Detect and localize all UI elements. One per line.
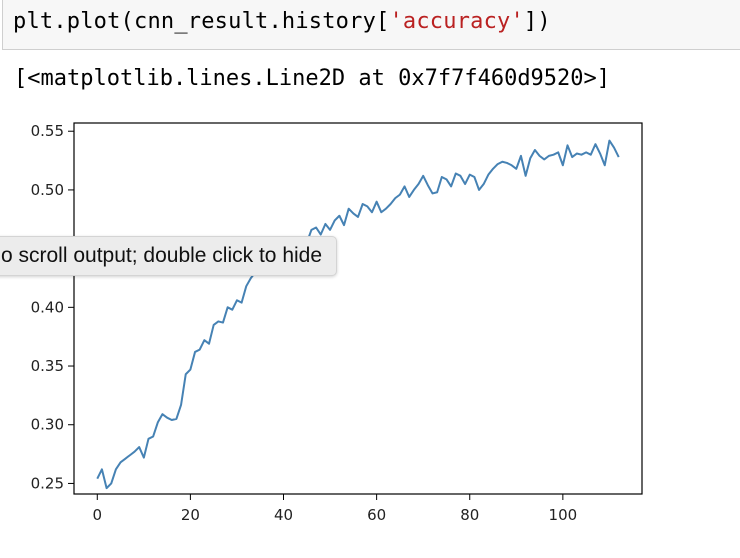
scroll-output-tooltip[interactable]: o scroll output; double click to hide: [0, 236, 338, 276]
output-repr-text: [<matplotlib.lines.Line2D at 0x7f7f460d9…: [14, 66, 611, 91]
y-tick-label: 0.35: [31, 357, 64, 375]
code-string-literal: 'accuracy': [389, 9, 524, 34]
y-tick-label: 0.50: [31, 181, 64, 199]
x-tick-label: 80: [460, 506, 479, 524]
code-prefix: plt.plot(cnn_result.history[: [13, 9, 390, 34]
accuracy-line-chart[interactable]: 0.25 0.30 0.35 0.40 0.50 0.55 0 20 40 60 80 100: [0, 110, 740, 558]
x-tick-label: 100: [549, 506, 578, 524]
code-suffix: ]): [523, 9, 551, 34]
x-tick-label: 0: [93, 506, 103, 524]
plot-frame: [73, 122, 643, 495]
x-tick-label: 60: [367, 506, 386, 524]
x-tick-label: 40: [274, 506, 293, 524]
y-tick-label: 0.55: [31, 122, 64, 140]
code-cell[interactable]: plt.plot(cnn_result.history['accuracy']): [2, 0, 740, 50]
y-tick-label: 0.25: [31, 474, 64, 492]
accuracy-series-line: [96, 139, 620, 490]
y-tick-label: 0.40: [31, 298, 64, 316]
code-input[interactable]: plt.plot(cnn_result.history['accuracy']): [13, 9, 551, 34]
y-tick-label: 0.30: [31, 416, 64, 434]
x-tick-label: 20: [181, 506, 200, 524]
